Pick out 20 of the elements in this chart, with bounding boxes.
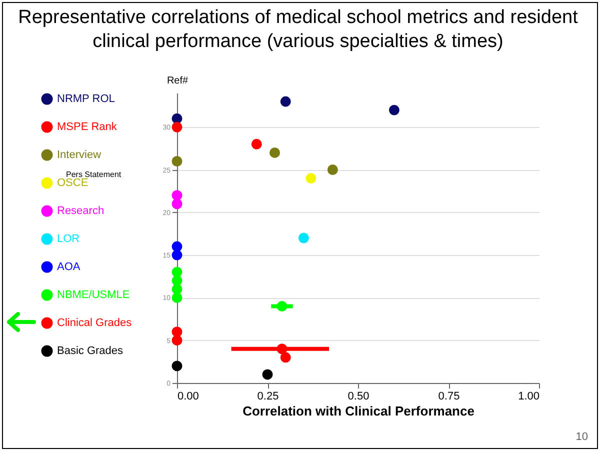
legend-label: Interview	[57, 149, 102, 161]
x-axis-title: Correlation with Clinical Performance	[242, 404, 474, 418]
x-tick-label: 0.75	[438, 390, 460, 402]
legend-label: OSCE	[57, 177, 88, 189]
x-tick-label: 0.00	[178, 390, 199, 402]
legend-label: Basic Grades	[57, 345, 124, 357]
x-tick-label: 0.50	[348, 390, 370, 402]
legend-label: Research	[57, 205, 104, 217]
x-tick-label: 1.00	[518, 390, 540, 402]
text: 10	[576, 431, 588, 443]
legend-label: NRMP ROL	[57, 93, 115, 105]
text: Pers Statement	[66, 170, 122, 179]
legend-label: AOA	[57, 261, 81, 273]
legend-label: Clinical Grades	[57, 317, 132, 329]
chart-title: Representative correlations of medical school metrics and resident clinical performance (various specialties & times)	[17, 6, 579, 54]
y-axis-title: Ref#	[166, 76, 188, 86]
legend-label: LOR	[57, 233, 80, 245]
legend-label: NBME/USMLE	[57, 289, 130, 301]
legend-label: MSPE Rank	[57, 121, 118, 133]
x-tick-label: 0.25	[257, 390, 279, 402]
